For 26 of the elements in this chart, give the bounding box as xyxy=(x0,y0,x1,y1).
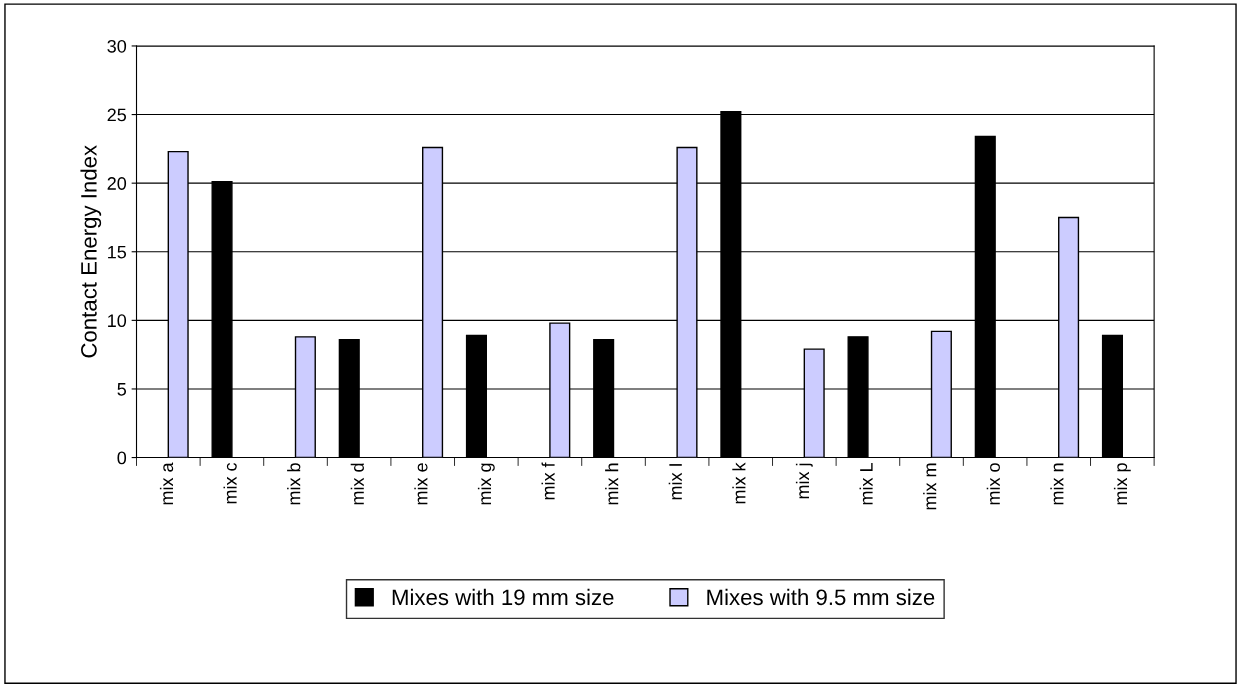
x-tick-label: mix a xyxy=(159,462,174,505)
x-tick-label: mix m xyxy=(923,463,937,510)
y-tick-label: 15 xyxy=(108,245,127,259)
x-tick-label: mix n xyxy=(1050,463,1064,505)
y-axis-title: Contact Energy Index xyxy=(80,145,102,358)
y-tick-label: 30 xyxy=(107,39,127,53)
x-tick-label: mix c xyxy=(223,462,237,504)
y-tick-label: 20 xyxy=(107,177,127,190)
x-tick-label: mix o xyxy=(986,463,1000,505)
x-tick-label: mix g xyxy=(477,463,495,505)
y-tick-label: 5 xyxy=(117,383,127,396)
x-tick-label: mix p xyxy=(1113,463,1131,505)
y-tick-label: 0 xyxy=(117,451,127,465)
x-tick-label: mix h xyxy=(605,463,619,505)
x-tick-label: mix I xyxy=(668,464,682,500)
y-tick-label: 10 xyxy=(108,314,127,328)
legend-label: Mixes with 19 mm size xyxy=(392,588,614,606)
x-tick-label: mix d xyxy=(350,463,364,505)
x-tick-label: mix b xyxy=(287,463,301,505)
y-tick-label: 25 xyxy=(107,108,127,122)
x-tick-label: mix k xyxy=(732,462,746,504)
x-tick-label: mix L xyxy=(859,463,873,505)
x-tick-label: mix j xyxy=(795,463,813,499)
x-tick-label: mix f xyxy=(541,462,555,500)
legend-label: Mixes with 9.5 mm size xyxy=(707,588,935,606)
x-tick-label: mix e xyxy=(414,463,428,505)
